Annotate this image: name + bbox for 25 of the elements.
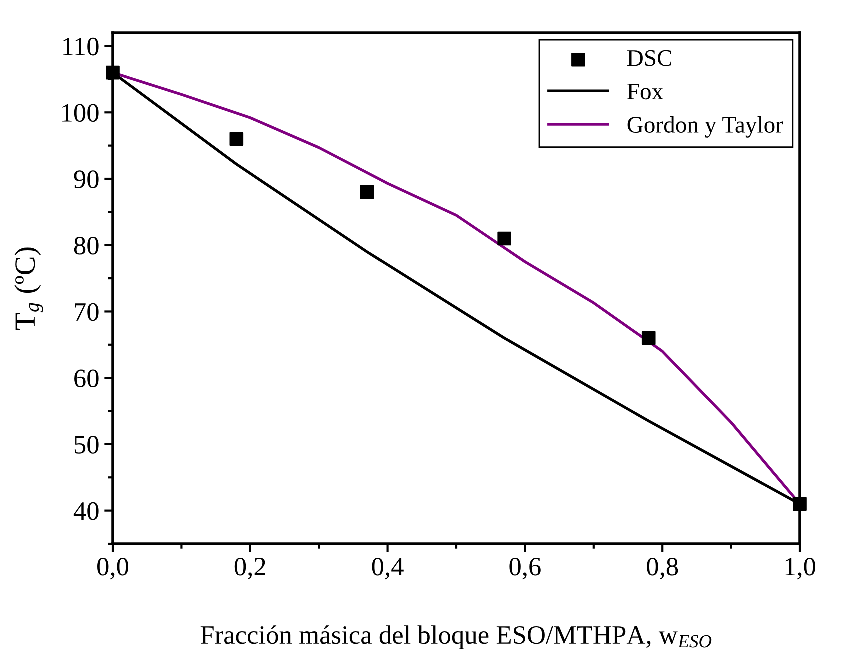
y-tick-label: 100 [62,104,99,122]
x-tick-label: 0,0 [98,558,128,580]
y-tick-label: 40 [74,502,99,520]
point [793,497,807,512]
point [106,66,120,80]
point [498,232,512,246]
y-tick-label: 70 [75,303,99,322]
point [642,331,656,346]
y-axis-title: T$_{g}$ (ºC) [14,248,44,330]
legend-label: Fox [628,84,664,100]
legend-label: DSC [628,50,672,66]
x-tick-label: 0,8 [647,558,678,580]
x-tick-label: 1,0 [786,558,816,580]
x-tick-label: 0,2 [234,558,266,580]
point [360,185,374,200]
y-tick-label: 60 [74,370,99,388]
y-tick-label: 90 [74,170,99,188]
point [230,132,244,146]
x-axis-title: Fracción másica del bloque ESO/MTHPA, w$_{ESO}$ [200,626,712,650]
legend-label: Gordon y Taylor [628,116,784,138]
y-tick-label: 80 [74,236,99,255]
y-tick-label: 110 [64,38,99,56]
x-tick-label: 0,6 [510,558,541,580]
x-tick-label: 0,4 [372,558,404,580]
y-tick-label: 50 [74,436,99,454]
